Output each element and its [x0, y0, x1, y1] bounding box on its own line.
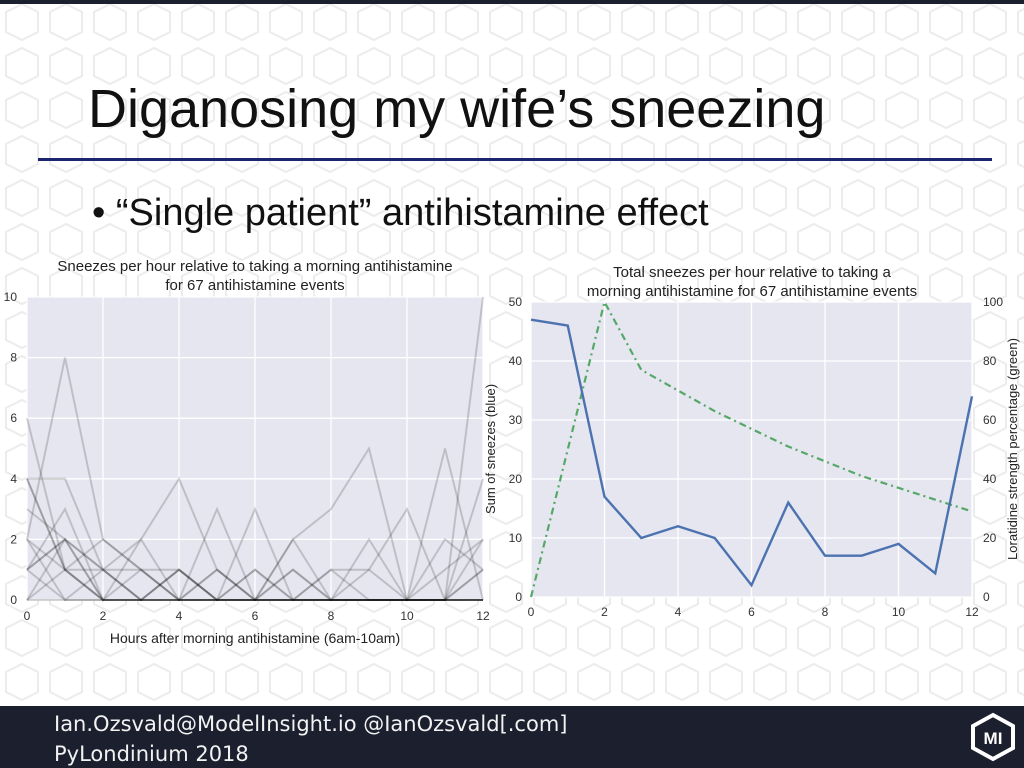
chart2-x-tick-label: 0 [528, 605, 535, 619]
chart-sneezes-per-event: Sneezes per hour relative to taking a mo… [4, 258, 490, 646]
chart2-y-tick-label-left: 30 [509, 413, 523, 427]
chart-total-sneezes: Total sneezes per hour relative to takin… [484, 264, 1020, 619]
chart1-series-line-3 [26, 476, 483, 601]
chart1-y-tick-label: 2 [10, 532, 17, 546]
chart1-x-tick-label: 4 [176, 609, 183, 623]
chart2-x-ticks: 0 2 4 6 8 10 12 [528, 605, 979, 619]
chart1-series-line-0 [26, 296, 484, 601]
bullet-dot: • [92, 192, 116, 234]
chart1-y-tick-label: 8 [10, 351, 17, 365]
chart1-grid [26, 296, 484, 601]
chart1-x-tick-label: 0 [24, 609, 31, 623]
chart2-title-line1: Total sneezes per hour relative to takin… [613, 264, 891, 281]
chart2-y-tick-label-left: 40 [509, 354, 523, 368]
footer-contact: Ian.Ozsvald@ModelInsight.io @IanOzsvald[… [54, 712, 568, 736]
chart2-series [529, 298, 974, 598]
chart1-x-ticks: 0 2 4 6 8 10 12 [24, 609, 490, 623]
chart1-series-line-11 [26, 568, 484, 602]
chart2-y-tick-label-right: 100 [983, 295, 1003, 309]
chart2-y-tick-label-left: 20 [509, 472, 523, 486]
footer-bar: Ian.Ozsvald@ModelInsight.io @IanOzsvald[… [0, 706, 1024, 768]
title-rule [38, 158, 992, 161]
top-bar [0, 0, 1024, 4]
chart1-x-tick-label: 12 [476, 609, 490, 623]
chart1-x-label: Hours after morning antihistamine (6am-1… [110, 630, 400, 646]
footer-event: PyLondinium 2018 [54, 742, 249, 766]
chart1-x-tick-label: 8 [328, 609, 335, 623]
chart2-y-tick-label-right: 60 [983, 413, 997, 427]
chart1-series-line-1 [26, 357, 483, 601]
chart2-y-label-right: Loratidine strength percentage (green) [1005, 338, 1020, 560]
chart1-series [26, 296, 484, 603]
chart1-y-ticks: 0 2 4 6 8 10 [4, 290, 18, 607]
chart1-x-tick-label: 2 [100, 609, 107, 623]
chart2-y-tick-label-right: 40 [983, 472, 997, 486]
chart1-x-tick-label: 6 [252, 609, 259, 623]
chart2-y-tick-label-right: 0 [983, 590, 990, 604]
chart2-y-tick-label-right: 80 [983, 354, 997, 368]
chart2-sneezes-line [530, 318, 974, 588]
chart2-y-tick-label-right: 20 [983, 531, 997, 545]
chart2-x-tick-label: 2 [601, 605, 608, 619]
chart1-series-line-6 [26, 537, 484, 602]
chart1-series-line-10 [26, 537, 483, 602]
chart1-series-line-12 [26, 478, 483, 601]
chart2-y-tick-label-left: 50 [509, 295, 523, 309]
chart1-series-line-4 [26, 448, 484, 601]
chart1-x-tick-label: 10 [400, 609, 414, 623]
chart1-title-line2: for 67 antihistamine events [165, 277, 344, 294]
chart2-title-line2: morning antihistamine for 67 antihistami… [587, 283, 917, 300]
bullet-item: • “Single patient” antihistamine effect [92, 192, 709, 235]
chart1-series-line-7 [26, 537, 484, 602]
chart1-series-line-8 [26, 537, 484, 602]
chart1-series-line-2 [27, 445, 484, 601]
logo-text: MI [984, 729, 1003, 748]
chart2-y-ticks-right: 0 20 40 60 80 100 [983, 295, 1003, 604]
model-insight-logo: MI [971, 712, 1015, 762]
chart1-y-tick-label: 4 [10, 472, 17, 486]
chart1-title-line1: Sneezes per hour relative to taking a mo… [57, 258, 452, 275]
bullet-text: “Single patient” antihistamine effect [115, 192, 709, 234]
slide-title: Diganosing my wife’s sneezing [88, 79, 826, 139]
chart1-series-line-5 [26, 506, 484, 603]
chart2-x-tick-label: 4 [675, 605, 682, 619]
chart1-y-tick-label: 0 [10, 593, 17, 607]
chart2-y-ticks-left: 0 10 20 30 40 50 [509, 295, 523, 604]
chart1-series-line-13 [26, 568, 483, 601]
chart2-x-tick-label: 12 [965, 605, 979, 619]
chart1-series-line-9 [26, 537, 483, 601]
chart2-loratidine-line [529, 298, 973, 598]
chart2-grid [530, 301, 973, 598]
chart2-y-tick-label-left: 0 [515, 590, 522, 604]
chart1-y-tick-label: 6 [10, 411, 17, 425]
chart2-y-tick-label-left: 10 [509, 531, 523, 545]
chart2-y-label-left: Sum of sneezes (blue) [484, 384, 498, 514]
chart2-x-tick-label: 10 [892, 605, 906, 619]
chart1-y-tick-label: 10 [4, 290, 18, 304]
chart2-x-tick-label: 8 [822, 605, 829, 619]
chart2-x-tick-label: 6 [748, 605, 755, 619]
